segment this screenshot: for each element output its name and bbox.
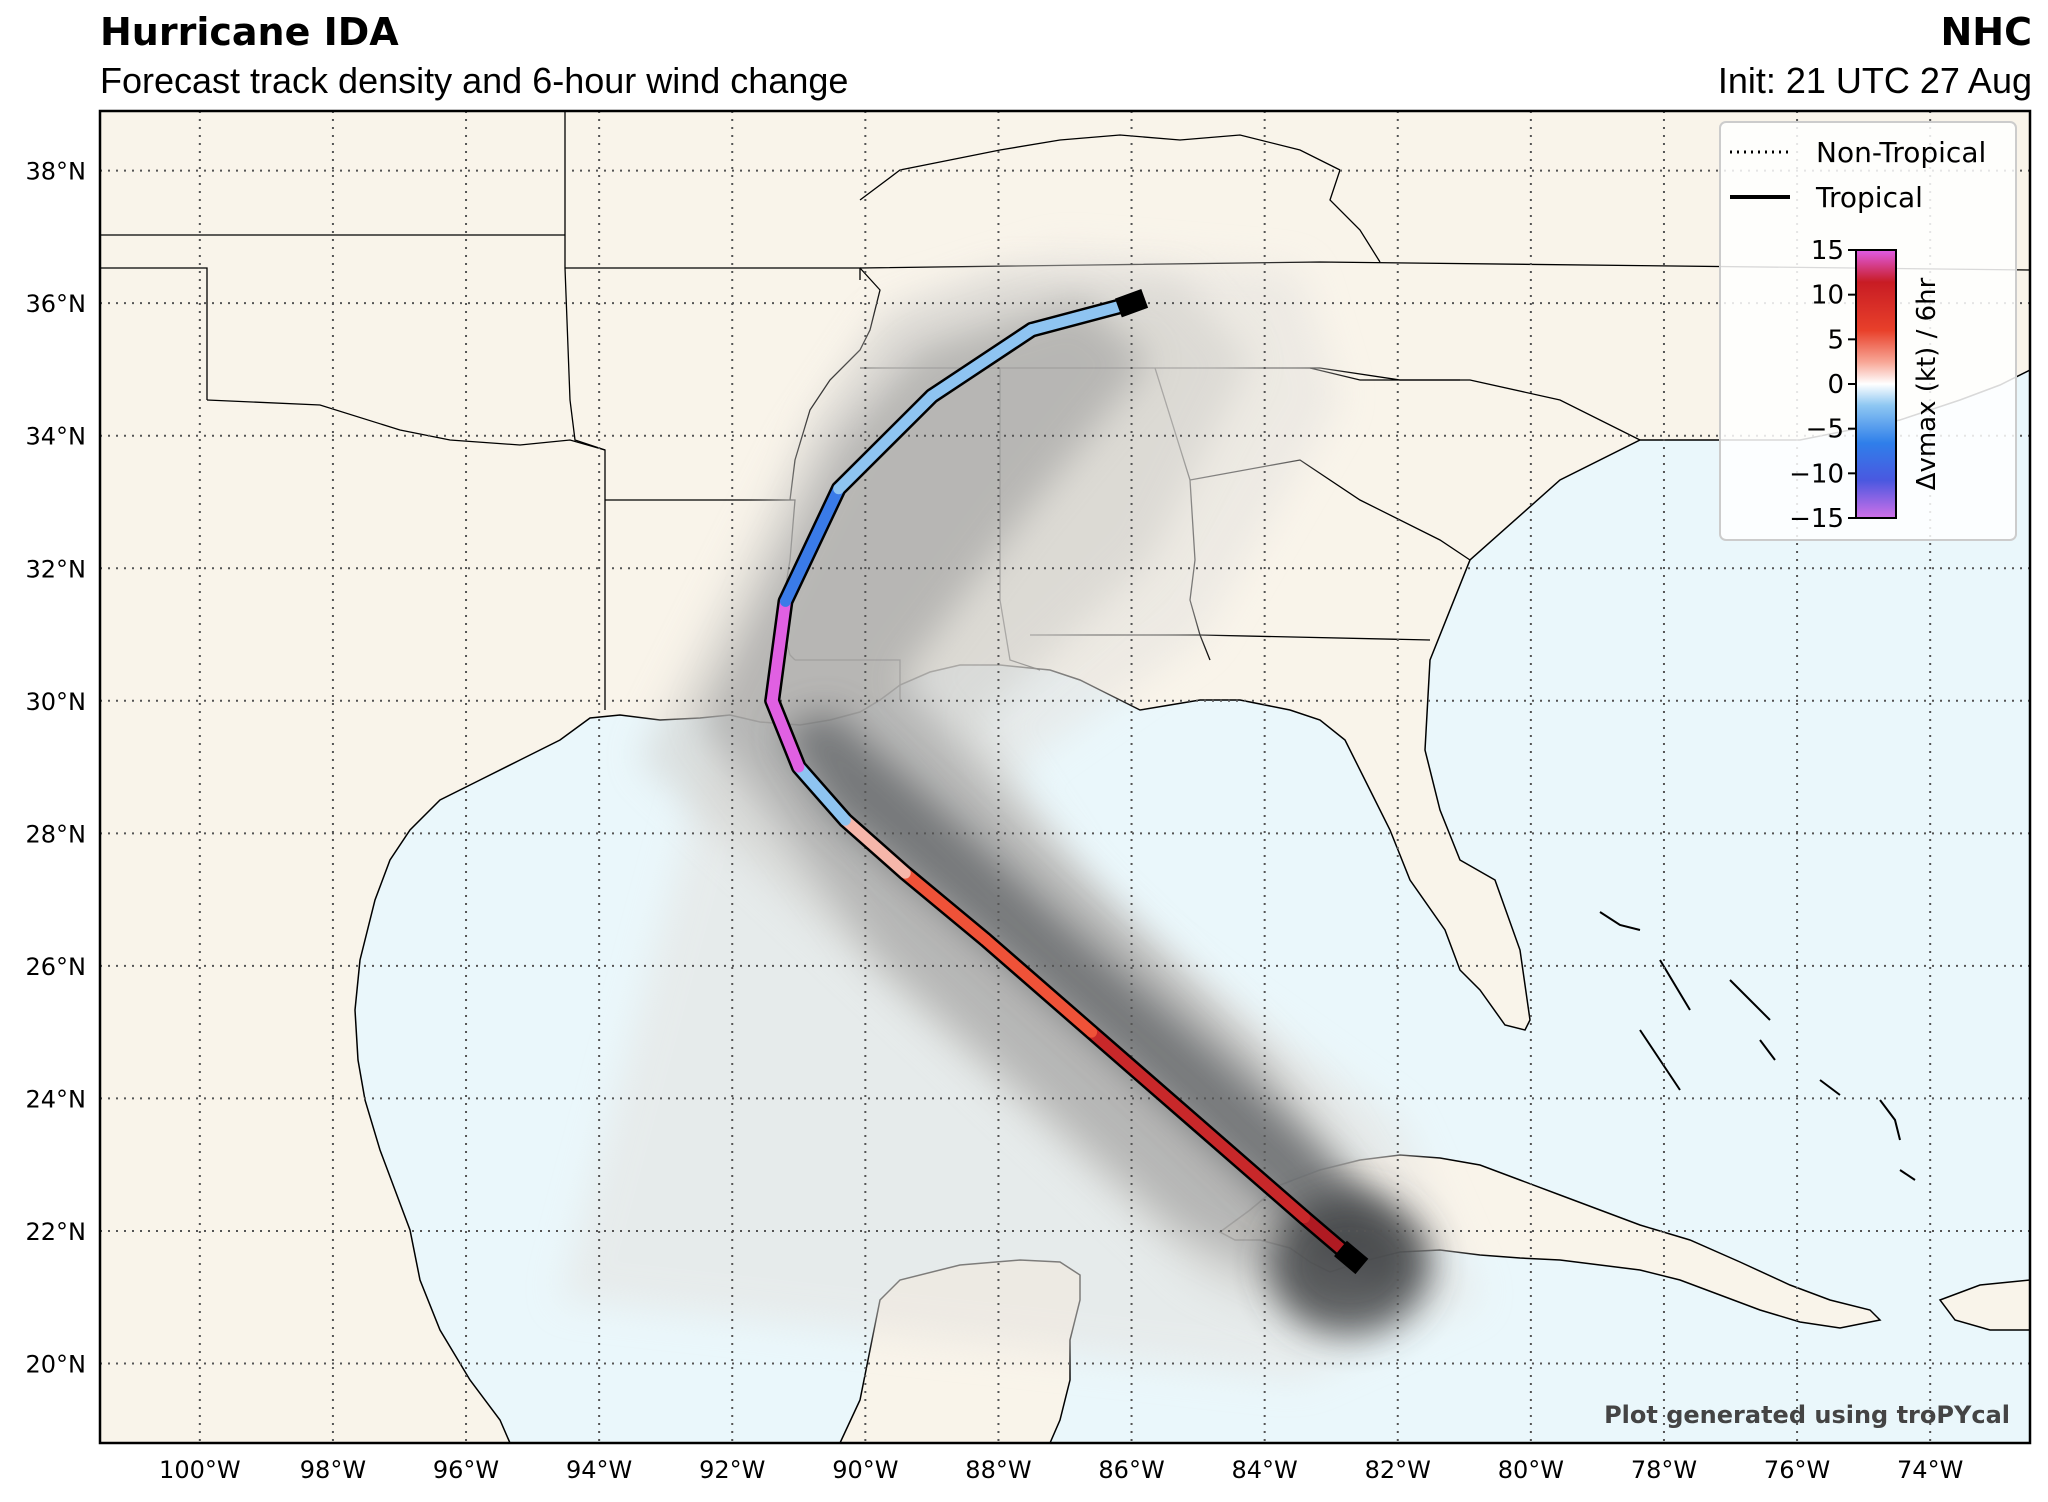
track-segment — [899, 867, 991, 945]
lat-tick-label: 20°N — [26, 1350, 87, 1378]
longitude-labels: 100°W 98°W 96°W 94°W 92°W 90°W 88°W 86°W 84°W 82°… — [159, 1456, 1963, 1484]
lat-tick-label: 38°N — [26, 158, 87, 186]
lat-tick-label: 30°N — [26, 688, 87, 716]
colorbar-tick-label: −10 — [1789, 459, 1844, 489]
lon-tick-label: 80°W — [1498, 1456, 1564, 1484]
lon-tick-label: 98°W — [300, 1456, 366, 1484]
lon-tick-label: 78°W — [1631, 1456, 1697, 1484]
track-segment — [1086, 1026, 1204, 1131]
colorbar-tick-label: 0 — [1827, 370, 1844, 400]
legend-tropical-label: Tropical — [1815, 181, 1923, 214]
track-segment — [839, 814, 911, 879]
gridlines — [100, 111, 2030, 1443]
colorbar-tick-label: −5 — [1806, 415, 1844, 445]
lon-tick-label: 88°W — [965, 1456, 1031, 1484]
lat-tick-label: 32°N — [26, 555, 87, 583]
bahamas-islands — [1599, 911, 1916, 1181]
track-segment — [979, 933, 1098, 1038]
legend-non-tropical-label: Non-Tropical — [1816, 136, 1986, 169]
colorbar-ticks: 15 10 5 0 −5 −10 −15 — [1789, 236, 1856, 534]
lat-tick-label: 36°N — [26, 290, 87, 318]
hispaniola-land — [1938, 1279, 2030, 1331]
lon-tick-label: 84°W — [1232, 1456, 1298, 1484]
lat-tick-label: 28°N — [26, 820, 87, 848]
map-subtitle: Forecast track density and 6-hour wind c… — [100, 60, 849, 101]
storm-track — [764, 288, 1369, 1275]
track-segment — [1192, 1119, 1311, 1224]
colorbar-tick-label: 5 — [1827, 325, 1844, 355]
track-segment — [926, 324, 1038, 402]
latitude-labels: 38°N 36°N 34°N 32°N 30°N 28°N 26°N 24°N 22°N 20°N — [26, 158, 87, 1379]
colorbar-tick-label: 10 — [1811, 281, 1844, 311]
storm-title: Hurricane IDA — [100, 10, 399, 54]
lon-tick-label: 82°W — [1365, 1456, 1431, 1484]
track-segment — [779, 483, 845, 607]
lon-tick-label: 100°W — [159, 1456, 241, 1484]
colorbar-label: Δvmax (kt) / 6hr — [1912, 277, 1942, 490]
track-start-marker — [1334, 1240, 1369, 1275]
lon-tick-label: 92°W — [699, 1456, 765, 1484]
agency-label: NHC — [1940, 10, 2033, 54]
track-end-marker — [1114, 288, 1149, 318]
lon-tick-label: 86°W — [1098, 1456, 1164, 1484]
track-segment — [766, 695, 805, 773]
lon-tick-label: 74°W — [1897, 1456, 1963, 1484]
colorbar-tick-label: −15 — [1789, 504, 1844, 534]
lat-tick-label: 26°N — [26, 953, 87, 981]
init-time-label: Init: 21 UTC 27 Aug — [1717, 60, 2032, 101]
lat-tick-label: 22°N — [26, 1218, 87, 1246]
map-frame — [98, 109, 2032, 1445]
track-segment — [766, 595, 791, 707]
colorbar-tick-label: 15 — [1811, 236, 1844, 266]
lon-tick-label: 96°W — [433, 1456, 499, 1484]
track-segment — [793, 761, 851, 826]
lon-tick-label: 94°W — [566, 1456, 632, 1484]
lat-tick-label: 34°N — [26, 423, 87, 451]
lon-tick-label: 76°W — [1764, 1456, 1830, 1484]
credit-text: Plot generated using troPYcal — [1604, 1401, 2010, 1429]
lon-tick-label: 90°W — [832, 1456, 898, 1484]
track-segment — [833, 390, 938, 495]
colorbar — [1855, 249, 1897, 519]
lat-tick-label: 24°N — [26, 1085, 87, 1113]
legend: Non-Tropical Tropical 15 10 5 0 −5 −10 −15 Δvm… — [1719, 121, 2017, 541]
track-segment — [1026, 297, 1138, 336]
